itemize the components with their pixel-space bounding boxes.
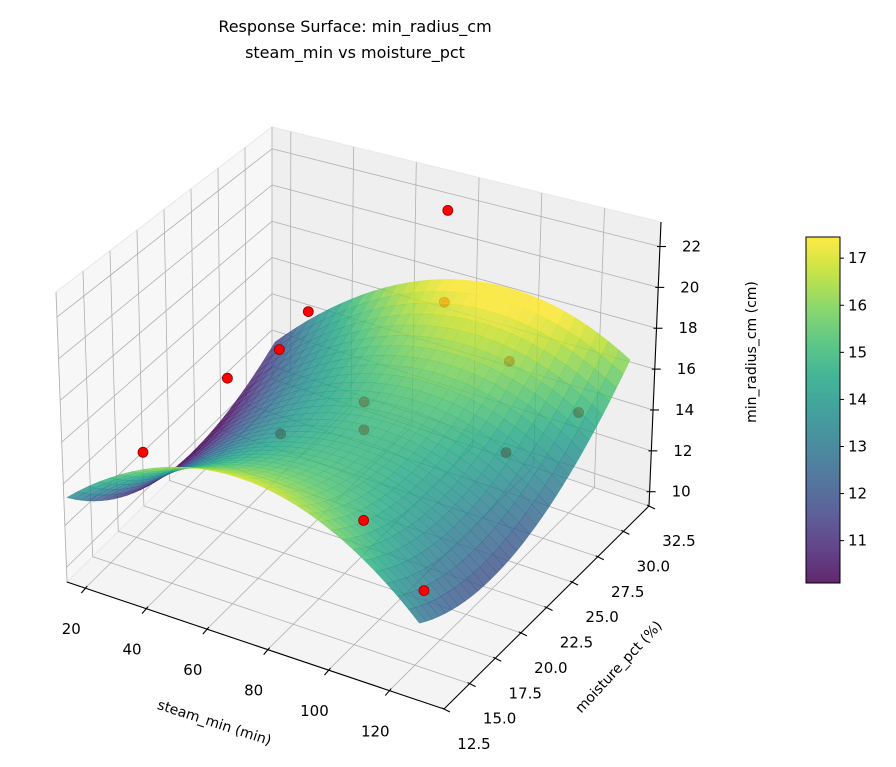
floor-gridline-y — [118, 530, 496, 659]
left-gridline-z — [58, 184, 273, 360]
z-tick-label: 20 — [680, 278, 699, 296]
colorbar-tick-label: 11 — [848, 532, 867, 550]
y-tick-label: 22.5 — [560, 634, 593, 652]
z-tick-label: 10 — [672, 483, 691, 501]
x-tick-label: 20 — [62, 620, 81, 638]
floor-gridline-y — [92, 556, 470, 685]
scatter-points-front — [137, 204, 454, 596]
tick-labels: 20 40 60 80 100 120 12.5 15.0 17.5 20.0 22.5 25.0 27… — [62, 238, 701, 753]
z-axis-label: min_radius_cm (cm) — [744, 281, 760, 423]
floor-gridline-y — [143, 505, 522, 634]
y-tick-label: 17.5 — [509, 684, 542, 702]
x-tick-mark — [202, 626, 210, 635]
data-point — [442, 204, 454, 216]
x-tick-label: 40 — [123, 641, 142, 659]
left-gridline-y — [217, 168, 222, 430]
x-tick-mark — [384, 688, 392, 696]
colorbar-tick-label: 13 — [848, 437, 867, 455]
left-gridline-z — [61, 257, 273, 443]
z-axis-line — [648, 221, 662, 507]
colorbar-tick-label: 14 — [848, 390, 867, 408]
x-tick-mark — [80, 585, 88, 594]
y-tick-label: 12.5 — [457, 735, 490, 753]
back-gridline-z — [271, 148, 661, 247]
z-tick-label: 12 — [673, 442, 692, 460]
x-tick-label: 120 — [361, 723, 390, 741]
left-gridline-z — [56, 148, 273, 318]
x-tick-mark — [263, 647, 271, 655]
y-tick-label: 32.5 — [662, 532, 695, 550]
z-tick-label: 18 — [679, 319, 698, 337]
left-gridline-y — [55, 291, 68, 583]
colorbar-gradient — [805, 236, 841, 584]
y-tick-mark — [467, 682, 476, 688]
left-gridline-y — [136, 230, 145, 506]
y-tick-mark — [518, 631, 528, 637]
y-tick-label: 30.0 — [637, 557, 670, 575]
data-point — [273, 344, 285, 355]
y-tick-mark — [493, 656, 502, 662]
data-point — [221, 372, 233, 384]
x-axis-label: steam_min (min) — [155, 697, 273, 749]
colorbar-tick-label: 17 — [848, 249, 867, 267]
y-tick-label: 25.0 — [585, 608, 618, 626]
y-tick-mark — [569, 580, 579, 586]
chart-subtitle: steam_min vs moisture_pct — [245, 43, 465, 63]
left-gridline-y — [244, 147, 247, 405]
y-tick-label: 15.0 — [483, 710, 516, 728]
axis-lines — [66, 221, 666, 713]
chart-title: Response Surface: min_radius_cm — [218, 17, 491, 37]
data-point — [137, 446, 149, 458]
colorbar-tick-label: 16 — [848, 296, 867, 314]
data-point — [302, 306, 314, 318]
left-gridline-y — [163, 209, 170, 481]
left-gridline-z — [63, 293, 273, 485]
colorbar-tick-label: 12 — [848, 485, 867, 503]
data-point — [358, 515, 370, 526]
data-point — [418, 585, 430, 596]
y-tick-mark — [595, 555, 604, 561]
y-tick-label: 20.0 — [534, 659, 567, 677]
back-gridline-z — [271, 220, 657, 329]
x-tick-label: 60 — [183, 661, 202, 679]
y-tick-mark — [646, 504, 656, 510]
back-gridline-z — [271, 184, 659, 288]
x-tick-mark — [141, 606, 149, 614]
x-tick-label: 80 — [244, 682, 263, 700]
z-tick-label: 16 — [677, 360, 696, 378]
response-surface — [66, 279, 631, 624]
left-gridline-y — [82, 271, 94, 557]
x-tick-label: 100 — [300, 702, 329, 720]
colorbar-tick-label: 15 — [848, 343, 867, 361]
x-tick-mark — [324, 667, 331, 676]
y-tick-mark — [544, 606, 553, 611]
left-gridline-z — [59, 220, 273, 401]
z-tick-label: 22 — [682, 238, 701, 256]
z-tick-label: 14 — [675, 401, 694, 419]
x-axis-line — [66, 581, 445, 710]
y-tick-label: 27.5 — [611, 583, 644, 601]
y-tick-mark — [621, 529, 630, 535]
colorbar: 11 12 13 14 15 16 17 — [805, 236, 867, 584]
y-tick-mark — [441, 707, 451, 713]
left-gridline-y — [190, 188, 196, 456]
surface-patch — [408, 607, 427, 624]
